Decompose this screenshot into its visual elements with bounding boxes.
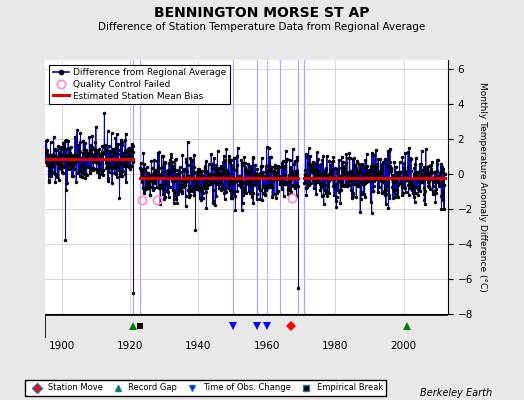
Text: 1960: 1960	[254, 341, 280, 351]
Legend: Difference from Regional Average, Quality Control Failed, Estimated Station Mean: Difference from Regional Average, Qualit…	[49, 64, 230, 104]
Text: 1940: 1940	[185, 341, 212, 351]
Text: 1900: 1900	[49, 341, 75, 351]
Text: BENNINGTON MORSE ST AP: BENNINGTON MORSE ST AP	[154, 6, 370, 20]
Legend: Station Move, Record Gap, Time of Obs. Change, Empirical Break: Station Move, Record Gap, Time of Obs. C…	[25, 380, 387, 396]
Text: 2000: 2000	[390, 341, 417, 351]
Y-axis label: Monthly Temperature Anomaly Difference (°C): Monthly Temperature Anomaly Difference (…	[478, 82, 487, 292]
Text: Difference of Station Temperature Data from Regional Average: Difference of Station Temperature Data f…	[99, 22, 425, 32]
Text: Berkeley Earth: Berkeley Earth	[420, 388, 493, 398]
Text: 1920: 1920	[117, 341, 143, 351]
Text: 1980: 1980	[322, 341, 348, 351]
